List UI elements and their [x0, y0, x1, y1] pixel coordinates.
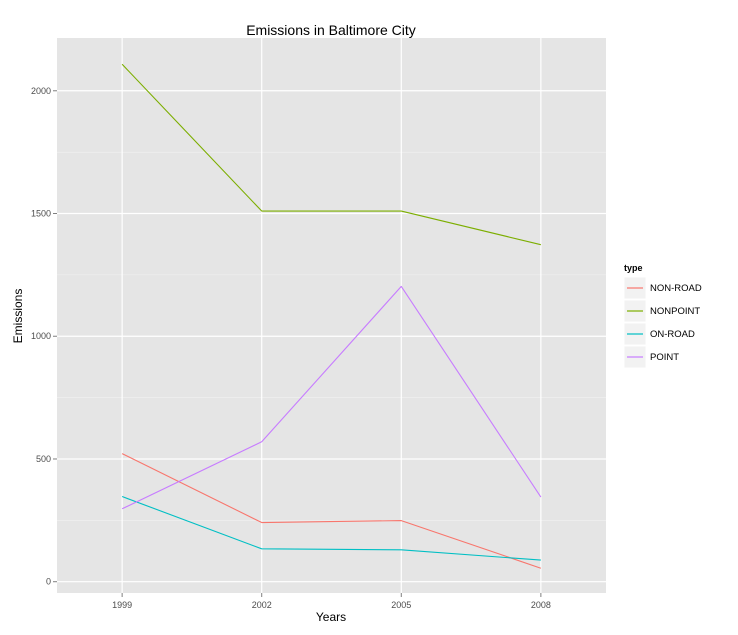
x-tick-label: 2002 — [252, 600, 272, 610]
y-tick-label: 0 — [46, 577, 51, 587]
x-tick-label: 2005 — [391, 600, 411, 610]
y-axis: 0 500 1000 1500 2000 — [31, 86, 57, 587]
legend: type NON-ROAD NONPOINT ON-ROAD POINT — [623, 263, 702, 369]
legend-title: type — [624, 263, 643, 273]
y-tick-label: 500 — [36, 454, 51, 464]
x-tick-label: 1999 — [112, 600, 132, 610]
chart-title: Emissions in Baltimore City — [246, 22, 416, 38]
series-line-on-road — [121, 496, 541, 561]
legend-label: NONPOINT — [650, 306, 700, 317]
legend-label: POINT — [650, 352, 679, 363]
legend-label: ON-ROAD — [650, 329, 695, 340]
legend-label: NON-ROAD — [650, 283, 702, 294]
plot-background — [57, 38, 606, 593]
x-axis: 1999 2002 2005 2008 — [112, 593, 551, 610]
y-tick-label: 1000 — [31, 331, 51, 341]
y-tick-label: 2000 — [31, 86, 51, 96]
plot-panel — [57, 38, 606, 593]
y-axis-title: Emissions — [11, 289, 25, 344]
series-line-nonpoint — [121, 63, 541, 246]
x-tick-label: 2008 — [531, 600, 551, 610]
series-line-non-road — [121, 453, 542, 569]
gridlines — [57, 38, 606, 593]
y-tick-label: 1500 — [31, 209, 51, 219]
series-line-point — [121, 285, 542, 510]
x-axis-title: Years — [316, 610, 346, 624]
series-lines — [121, 63, 542, 569]
